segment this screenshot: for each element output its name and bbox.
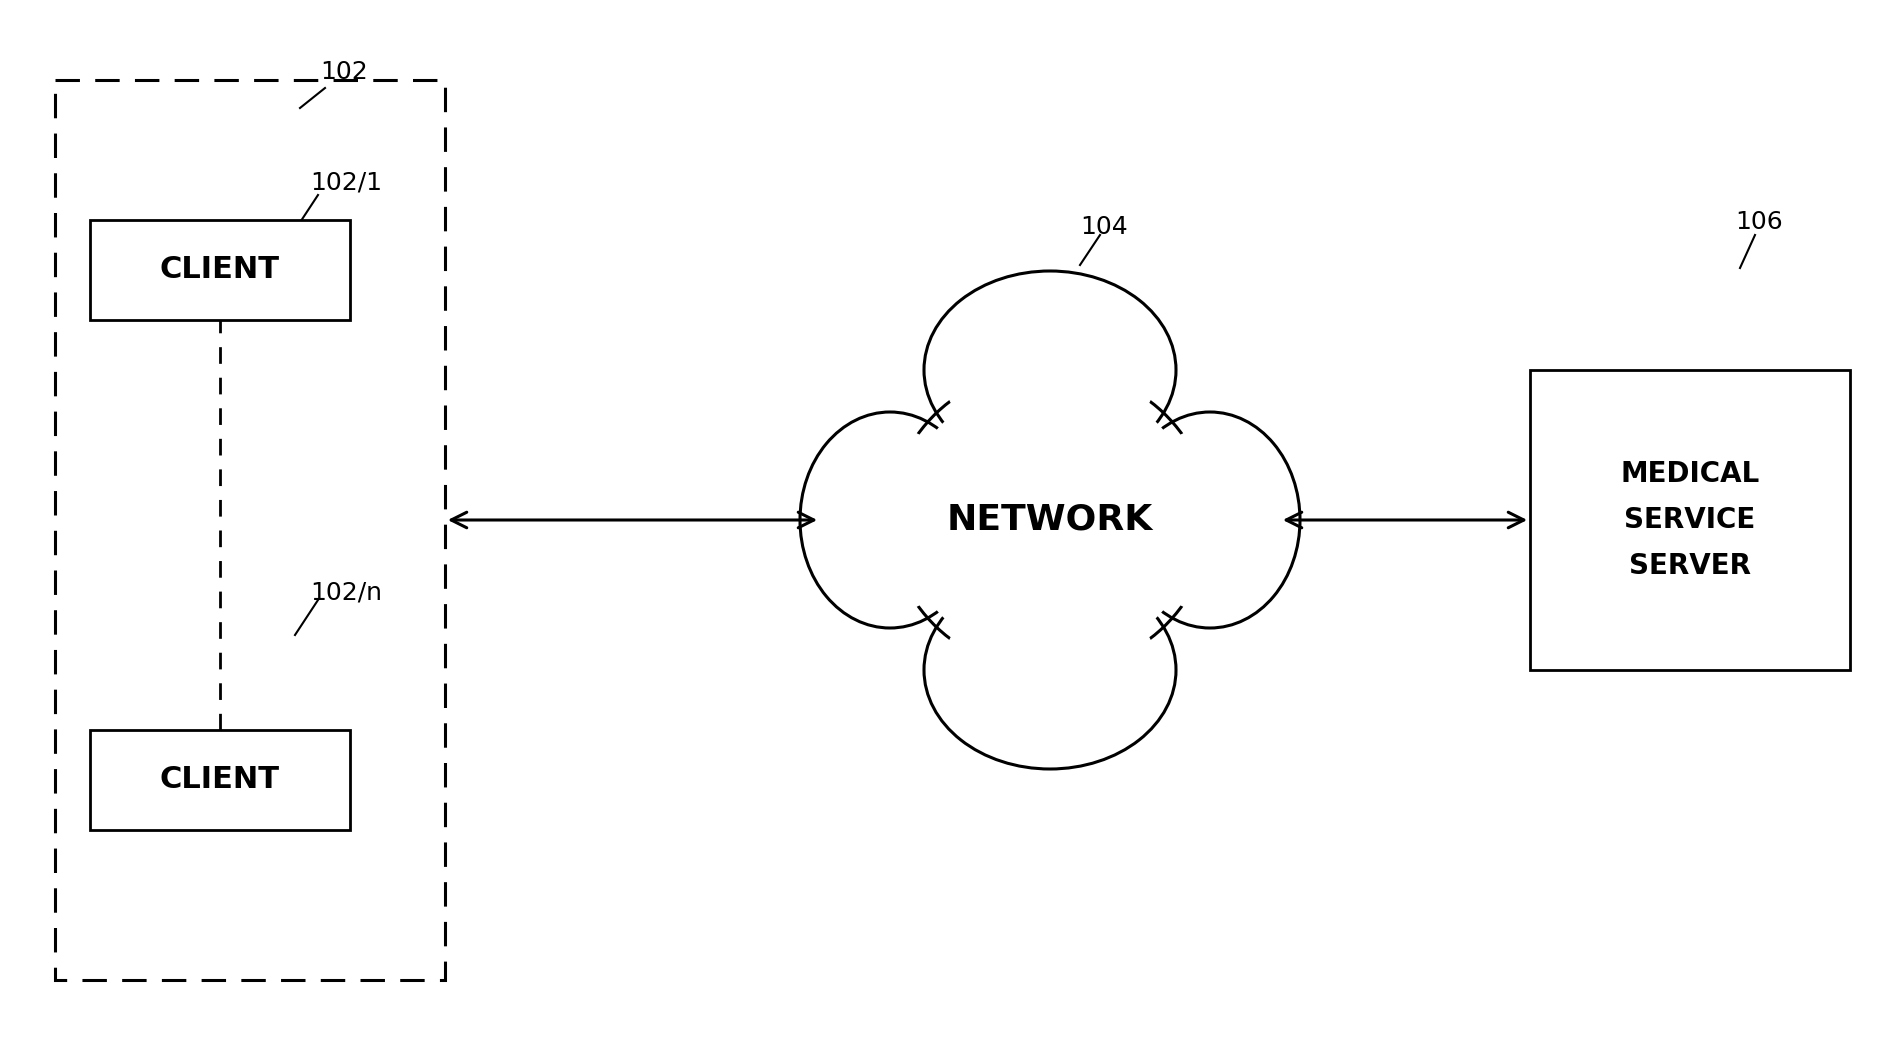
Ellipse shape [924,571,1176,769]
Text: CLIENT: CLIENT [160,256,280,285]
Text: 102/1: 102/1 [311,170,382,194]
Ellipse shape [813,428,965,612]
Ellipse shape [800,412,979,628]
Ellipse shape [943,586,1156,754]
Ellipse shape [890,369,1210,672]
Ellipse shape [924,271,1176,469]
Bar [1530,370,1848,670]
Text: CLIENT: CLIENT [160,766,280,794]
Ellipse shape [901,380,1197,660]
Text: 104: 104 [1080,215,1127,239]
Text: MEDICAL
SERVICE
SERVER: MEDICAL SERVICE SERVER [1620,461,1758,580]
Bar [90,730,350,830]
Ellipse shape [1120,412,1299,628]
Text: 102: 102 [320,59,367,84]
Bar [55,80,444,980]
Ellipse shape [1133,428,1285,612]
Text: NETWORK: NETWORK [947,503,1152,537]
Text: 102/n: 102/n [311,580,382,604]
Text: 106: 106 [1733,210,1782,234]
Bar [90,220,350,320]
Ellipse shape [943,286,1156,455]
